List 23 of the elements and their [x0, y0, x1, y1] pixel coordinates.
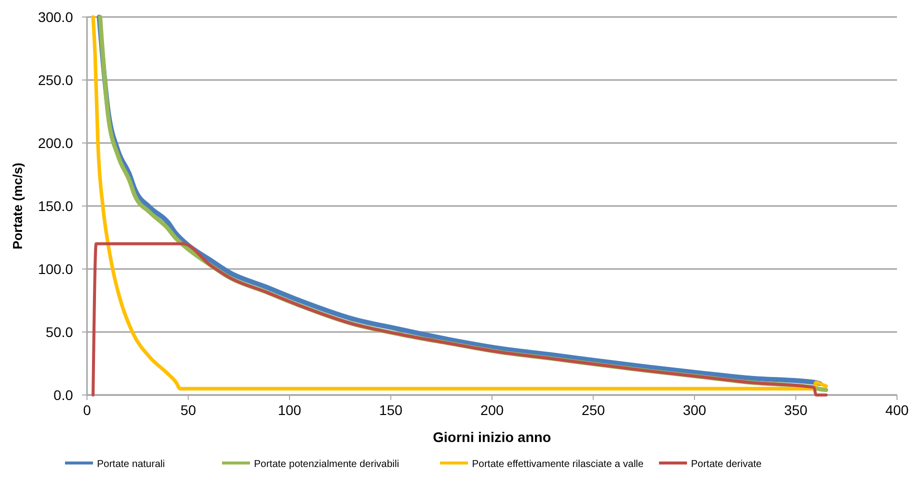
x-tick-label: 400	[885, 402, 909, 418]
legend-label: Portate naturali	[97, 459, 165, 470]
x-tick-label: 0	[83, 402, 92, 418]
y-tick-label: 0.0	[54, 387, 74, 403]
x-tick-label: 250	[582, 402, 606, 418]
y-tick-label: 200.0	[38, 135, 74, 151]
y-tick-label: 250.0	[38, 72, 74, 88]
x-tick-label: 350	[784, 402, 808, 418]
y-axis-title: Portate (mc/s)	[10, 162, 25, 250]
legend-label: Portate effettivamente rilasciate a valle	[472, 459, 644, 470]
x-tick-label: 200	[480, 402, 504, 418]
legend-label: Portate potenzialmente derivabili	[254, 459, 400, 470]
line-series	[92, 242, 828, 396]
x-axis-title: Giorni inizio anno	[432, 429, 552, 445]
y-tick-label: 50.0	[46, 324, 74, 340]
x-tick-label: 150	[379, 402, 403, 418]
x-tick-label: 100	[278, 402, 302, 418]
y-tick-label: 150.0	[38, 198, 74, 214]
y-tick-label: 100.0	[38, 261, 74, 277]
x-tick-label: 50	[180, 402, 196, 418]
x-tick-label: 300	[682, 402, 706, 418]
y-tick-label: 300.0	[38, 9, 74, 25]
legend-label: Portate derivate	[691, 459, 762, 470]
